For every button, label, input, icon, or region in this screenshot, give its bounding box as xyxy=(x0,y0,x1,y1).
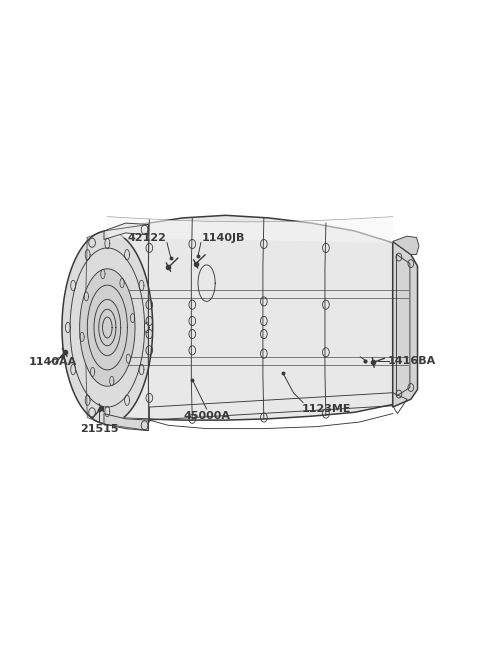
Polygon shape xyxy=(108,217,393,243)
Polygon shape xyxy=(393,242,418,407)
Polygon shape xyxy=(80,269,135,386)
Polygon shape xyxy=(104,223,148,240)
Text: 1416BA: 1416BA xyxy=(388,356,436,366)
Polygon shape xyxy=(104,413,148,430)
Text: 42122: 42122 xyxy=(127,233,166,243)
Text: 45000A: 45000A xyxy=(183,411,230,421)
Polygon shape xyxy=(62,231,153,424)
Text: 21515: 21515 xyxy=(80,424,119,434)
Polygon shape xyxy=(107,215,408,420)
Text: 1140AA: 1140AA xyxy=(29,357,77,367)
Text: 1140JB: 1140JB xyxy=(202,233,245,243)
Polygon shape xyxy=(393,236,419,254)
Text: 1123ME: 1123ME xyxy=(302,404,351,415)
